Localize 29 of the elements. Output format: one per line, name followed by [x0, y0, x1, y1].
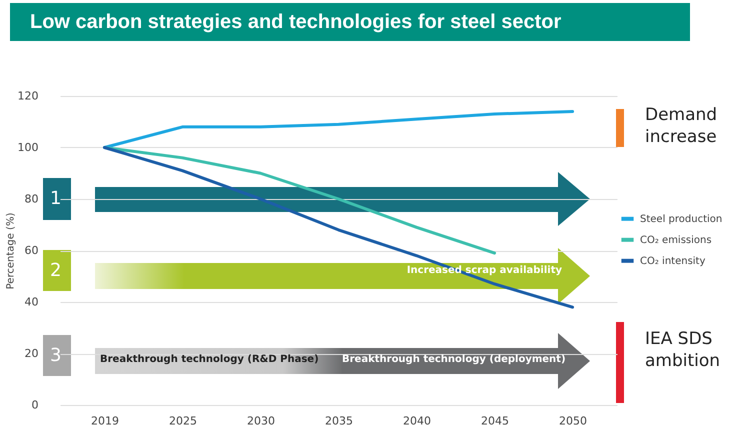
line-series	[102, 146, 574, 309]
y-tick-label: 80	[24, 192, 38, 206]
x-tick-label: 2025	[168, 414, 197, 428]
chart-title: Low carbon strategies and technologies for steel sector	[10, 3, 690, 41]
line-series	[102, 146, 496, 255]
annotation: Breakthrough technology (deployment)	[342, 354, 566, 365]
x-tick-label: 2040	[403, 414, 432, 428]
x-tick-label: 2045	[481, 414, 510, 428]
y-tick-label: 0	[32, 398, 38, 412]
x-tick-label: 2035	[325, 414, 353, 428]
y-tick-label: 100	[18, 141, 38, 154]
x-tick-label: 2050	[559, 414, 588, 428]
x-tick-label: 2019	[90, 414, 119, 428]
y-tick-label: 20	[24, 347, 38, 360]
line-series	[102, 110, 574, 149]
annotation: 2	[50, 260, 62, 281]
x-tick-label: 2030	[246, 414, 275, 428]
y-tick-label: 40	[24, 296, 38, 308]
annotation: Breakthrough technology (R&D Phase)	[100, 354, 319, 365]
y-axis-title: Percentage (%)	[6, 212, 17, 290]
legend-label: Steel production	[640, 214, 722, 225]
annotation: 1	[50, 188, 62, 209]
y-tick-label: 120	[18, 90, 38, 102]
legend-label: CO₂ emissions	[640, 234, 712, 246]
annotation: 3	[50, 345, 62, 366]
text: IEA SDS ambition	[645, 328, 722, 372]
y-tick-label: 60	[24, 244, 38, 257]
legend-label: CO₂ intensity	[640, 256, 706, 267]
text: Demand increase	[645, 104, 718, 148]
